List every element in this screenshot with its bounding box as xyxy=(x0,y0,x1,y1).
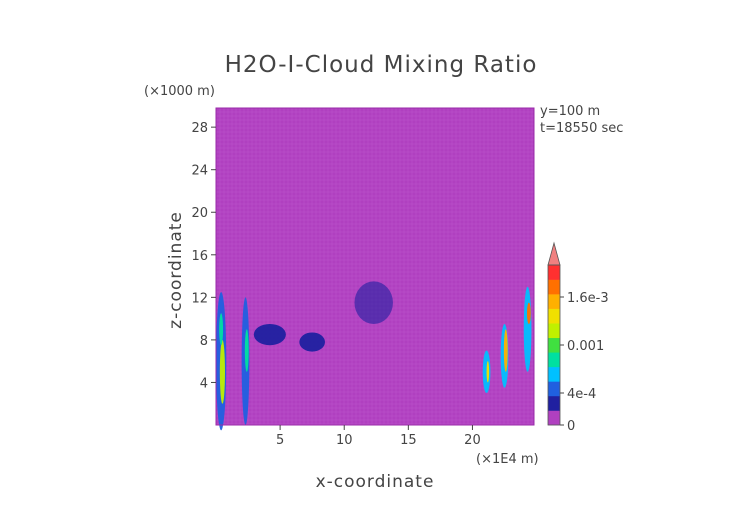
colorbar: 0 4e-4 0.001 1.6e-3 xyxy=(547,241,609,434)
plot-area xyxy=(215,107,535,431)
data-region-11 xyxy=(503,329,508,372)
data-region-9 xyxy=(486,361,490,383)
colorbar-segment xyxy=(548,265,560,280)
colorbar-extend-arrow xyxy=(547,241,561,266)
plot-frame xyxy=(215,107,535,426)
x-tick-label: 20 xyxy=(464,433,481,448)
info-time-value: t=18550 sec xyxy=(540,121,623,136)
x-tick-label: 15 xyxy=(400,433,417,448)
x-axis-ticks: 5 10 15 20 xyxy=(276,425,481,448)
y-tick-label: 4 xyxy=(200,376,208,391)
data-region-6 xyxy=(299,332,325,352)
colorbar-tick-label: 4e-4 xyxy=(567,387,596,402)
colorbar-segment xyxy=(548,366,560,382)
y-axis-ticks: 4 8 12 16 20 24 28 xyxy=(191,121,216,391)
colorbar-segment xyxy=(548,294,560,309)
y-axis-label: z-coordinate xyxy=(166,211,186,329)
info-y-value: y=100 m xyxy=(540,104,600,119)
data-region-5 xyxy=(253,323,286,346)
colorbar-segment xyxy=(548,279,560,295)
data-region-4 xyxy=(244,329,249,372)
colorbar-segment xyxy=(548,381,560,397)
grid-texture xyxy=(216,108,534,425)
y-tick-label: 8 xyxy=(200,334,208,349)
data-region-1 xyxy=(219,339,225,404)
colorbar-tick-label: 1.6e-3 xyxy=(567,291,609,306)
y-tick-label: 20 xyxy=(191,206,208,221)
y-tick-label: 16 xyxy=(191,249,208,264)
colorbar-segment xyxy=(548,352,560,368)
data-region-7 xyxy=(354,281,393,324)
colorbar-segment xyxy=(548,410,560,426)
data-region-13 xyxy=(526,302,531,324)
colorbar-segment xyxy=(548,395,560,411)
data-region-12 xyxy=(523,286,532,372)
colorbar-segment xyxy=(548,337,560,353)
data-region-2 xyxy=(219,313,224,346)
x-tick-label: 10 xyxy=(336,433,353,448)
y-tick-label: 12 xyxy=(191,291,208,306)
x-axis-units: (×1E4 m) xyxy=(476,452,539,467)
y-tick-label: 24 xyxy=(191,164,208,179)
x-axis-label: x-coordinate xyxy=(316,472,435,492)
colorbar-tick-label: 0.001 xyxy=(567,339,604,354)
x-tick-label: 5 xyxy=(276,433,284,448)
colorbar-segment xyxy=(548,323,560,339)
chart-title: H2O-I-Cloud Mixing Ratio xyxy=(225,52,538,78)
colorbar-tick-label: 0 xyxy=(567,419,575,434)
y-axis-units: (×1000 m) xyxy=(144,84,215,99)
colorbar-segment xyxy=(548,308,560,324)
y-tick-label: 28 xyxy=(191,121,208,136)
